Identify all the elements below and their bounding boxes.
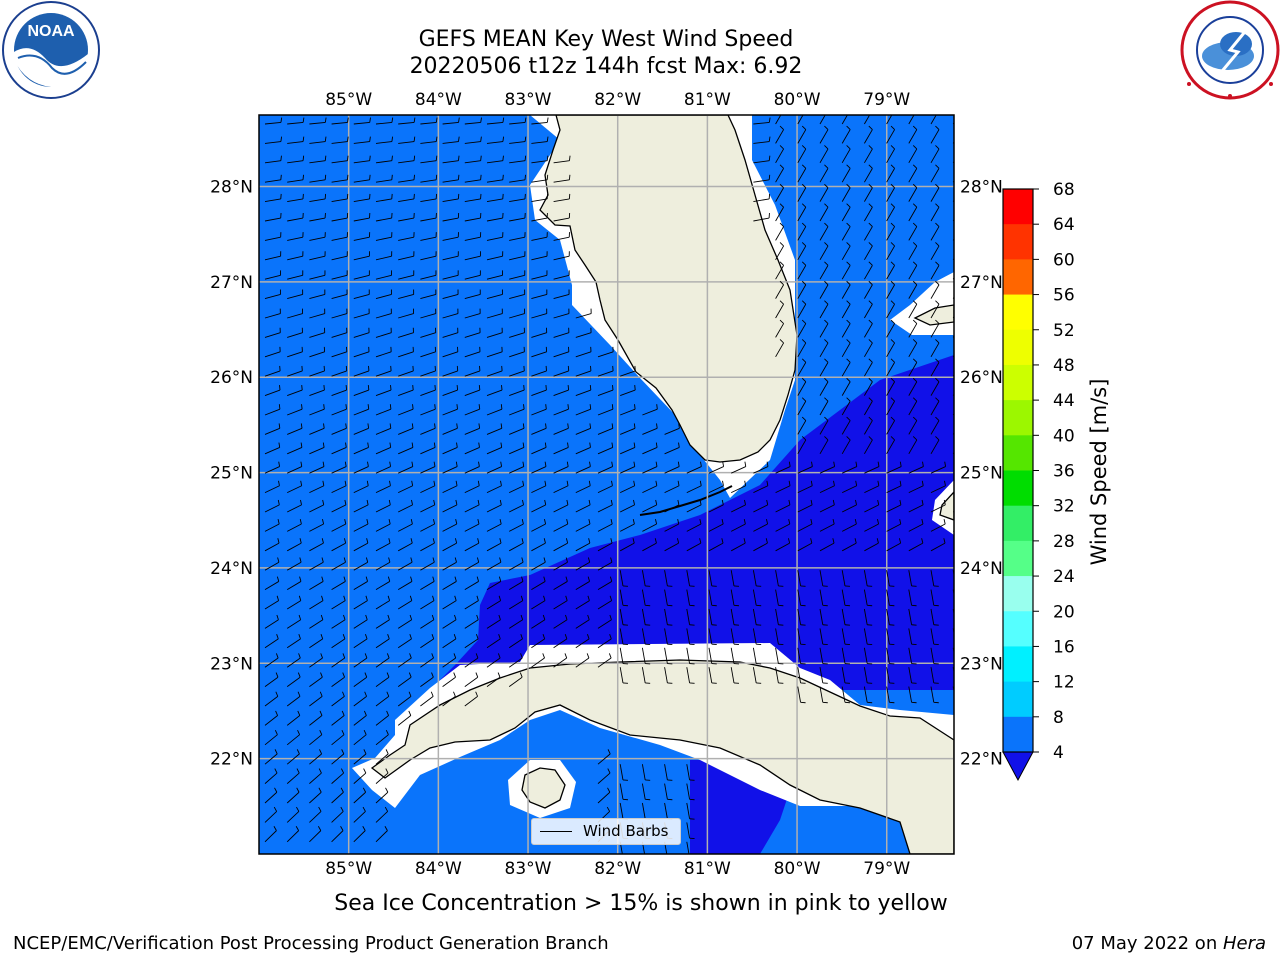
colorbar-tick-label: 20 — [1053, 602, 1075, 622]
svg-text:NOAA: NOAA — [27, 23, 75, 40]
colorbar-segment — [1003, 505, 1033, 542]
map-area — [259, 115, 954, 854]
florida-keys — [639, 485, 733, 516]
colorbar-tick-label: 68 — [1053, 180, 1075, 200]
bahamas-land-east — [939, 491, 954, 521]
colorbar-segment — [1003, 259, 1033, 296]
lat-label-left: 25°N — [210, 464, 253, 484]
lon-label-top: 79°W — [863, 90, 910, 110]
lat-label-right: 22°N — [960, 750, 1003, 770]
lat-labels-left: 28°N 27°N 26°N 25°N 24°N 23°N 22°N — [210, 178, 253, 770]
footer-machine: Hera — [1222, 933, 1266, 954]
footer-branch: NCEP/EMC/Verification Post Processing Pr… — [13, 933, 609, 954]
lat-label-right: 25°N — [960, 464, 1003, 484]
florida-land — [539, 115, 798, 463]
sea-ice-note: Sea Ice Concentration > 15% is shown in … — [334, 891, 948, 916]
lon-label-bottom: 79°W — [863, 859, 910, 879]
lon-labels-bottom: 85°W 84°W 83°W 82°W 81°W 80°W 79°W — [325, 859, 910, 879]
lat-label-right: 27°N — [960, 273, 1003, 293]
colorbar-segment — [1003, 189, 1033, 225]
colorbar-tick-label: 4 — [1053, 743, 1064, 763]
colorbar-tick-label: 52 — [1053, 321, 1075, 341]
noaa-logo: NOAA — [2, 1, 100, 99]
colorbar-tick-label: 12 — [1053, 673, 1075, 693]
wind-barbs — [264, 115, 954, 854]
bahamas-land-north — [913, 304, 954, 326]
lat-label-right: 23°N — [960, 654, 1003, 674]
chart-title: GEFS MEAN Key West Wind Speed — [418, 27, 794, 52]
lon-label-bottom: 84°W — [415, 859, 462, 879]
lat-label-right: 28°N — [960, 178, 1003, 198]
lon-label-top: 84°W — [415, 90, 462, 110]
lon-label-top: 85°W — [325, 90, 372, 110]
colorbar-tick-label: 48 — [1053, 356, 1075, 376]
colorbar-tick-label: 60 — [1053, 250, 1075, 270]
nws-logo — [1180, 0, 1280, 100]
colorbar-tick-label: 36 — [1053, 462, 1075, 482]
lon-label-top: 81°W — [684, 90, 731, 110]
colorbar-segment — [1003, 435, 1033, 471]
colorbar-segment — [1003, 716, 1033, 753]
colorbar-segment — [1003, 646, 1033, 683]
colorbar-segment — [1003, 400, 1033, 436]
colorbar-segment — [1003, 364, 1033, 401]
lat-labels-right: 28°N 27°N 26°N 25°N 24°N 23°N 22°N — [960, 178, 1003, 770]
lat-label-left: 27°N — [210, 273, 253, 293]
colorbar-tick-label: 8 — [1053, 708, 1064, 728]
lat-label-right: 26°N — [960, 368, 1003, 388]
colorbar-segment — [1003, 611, 1033, 647]
map-legend: Wind Barbs — [531, 818, 681, 845]
colorbar-tick-label: 64 — [1053, 215, 1075, 235]
isla-juventud-land — [521, 767, 566, 809]
legend-line-icon — [540, 831, 572, 832]
lat-label-left: 26°N — [210, 368, 253, 388]
lon-label-top: 83°W — [505, 90, 552, 110]
colorbar-segment — [1003, 681, 1033, 718]
wind-field-8-12 — [430, 355, 954, 690]
colorbar-segment — [1003, 576, 1033, 612]
lon-label-bottom: 80°W — [774, 859, 821, 879]
colorbar-tick-label: 24 — [1053, 567, 1075, 587]
chart-subtitle: 20220506 t12z 144h fcst Max: 6.92 — [409, 54, 803, 79]
colorbar-tick-label: 44 — [1053, 391, 1075, 411]
colorbar-label: Wind Speed [m/s] — [1087, 379, 1111, 566]
colorbar: 68 64 60 56 52 48 44 40 36 32 28 24 20 16 12 8 4 — [1002, 180, 1075, 782]
lon-label-bottom: 82°W — [594, 859, 641, 879]
lon-label-bottom: 85°W — [325, 859, 372, 879]
footer-date: 07 May 2022 on Hera — [1072, 933, 1266, 954]
map-frame — [258, 114, 955, 855]
lon-label-bottom: 81°W — [684, 859, 731, 879]
lat-label-left: 28°N — [210, 178, 253, 198]
lat-label-right: 24°N — [960, 559, 1003, 579]
lat-label-left: 24°N — [210, 559, 253, 579]
colorbar-tick-label: 56 — [1053, 286, 1075, 306]
legend-label: Wind Barbs — [583, 822, 669, 840]
lon-label-top: 82°W — [594, 90, 641, 110]
colorbar-segment — [1003, 470, 1033, 507]
lon-label-bottom: 83°W — [505, 859, 552, 879]
colorbar-segment — [1003, 540, 1033, 577]
footer-date-text: 07 May 2022 on — [1071, 933, 1223, 954]
lat-label-left: 22°N — [210, 750, 253, 770]
lon-labels-top: 85°W 84°W 83°W 82°W 81°W 80°W 79°W — [325, 90, 910, 110]
lat-label-left: 23°N — [210, 654, 253, 674]
colorbar-tick-label: 32 — [1053, 497, 1075, 517]
colorbar-segment — [1003, 294, 1033, 331]
colorbar-segment — [1003, 329, 1033, 366]
colorbar-tick-label: 28 — [1053, 532, 1075, 552]
colorbar-segment — [1003, 224, 1033, 260]
colorbar-extend-arrow — [1002, 751, 1034, 782]
graticule — [259, 115, 954, 854]
lon-label-top: 80°W — [774, 90, 821, 110]
colorbar-tick-label: 40 — [1053, 426, 1075, 446]
cuba-land — [370, 659, 954, 854]
colorbar-tick-label: 16 — [1053, 637, 1075, 657]
